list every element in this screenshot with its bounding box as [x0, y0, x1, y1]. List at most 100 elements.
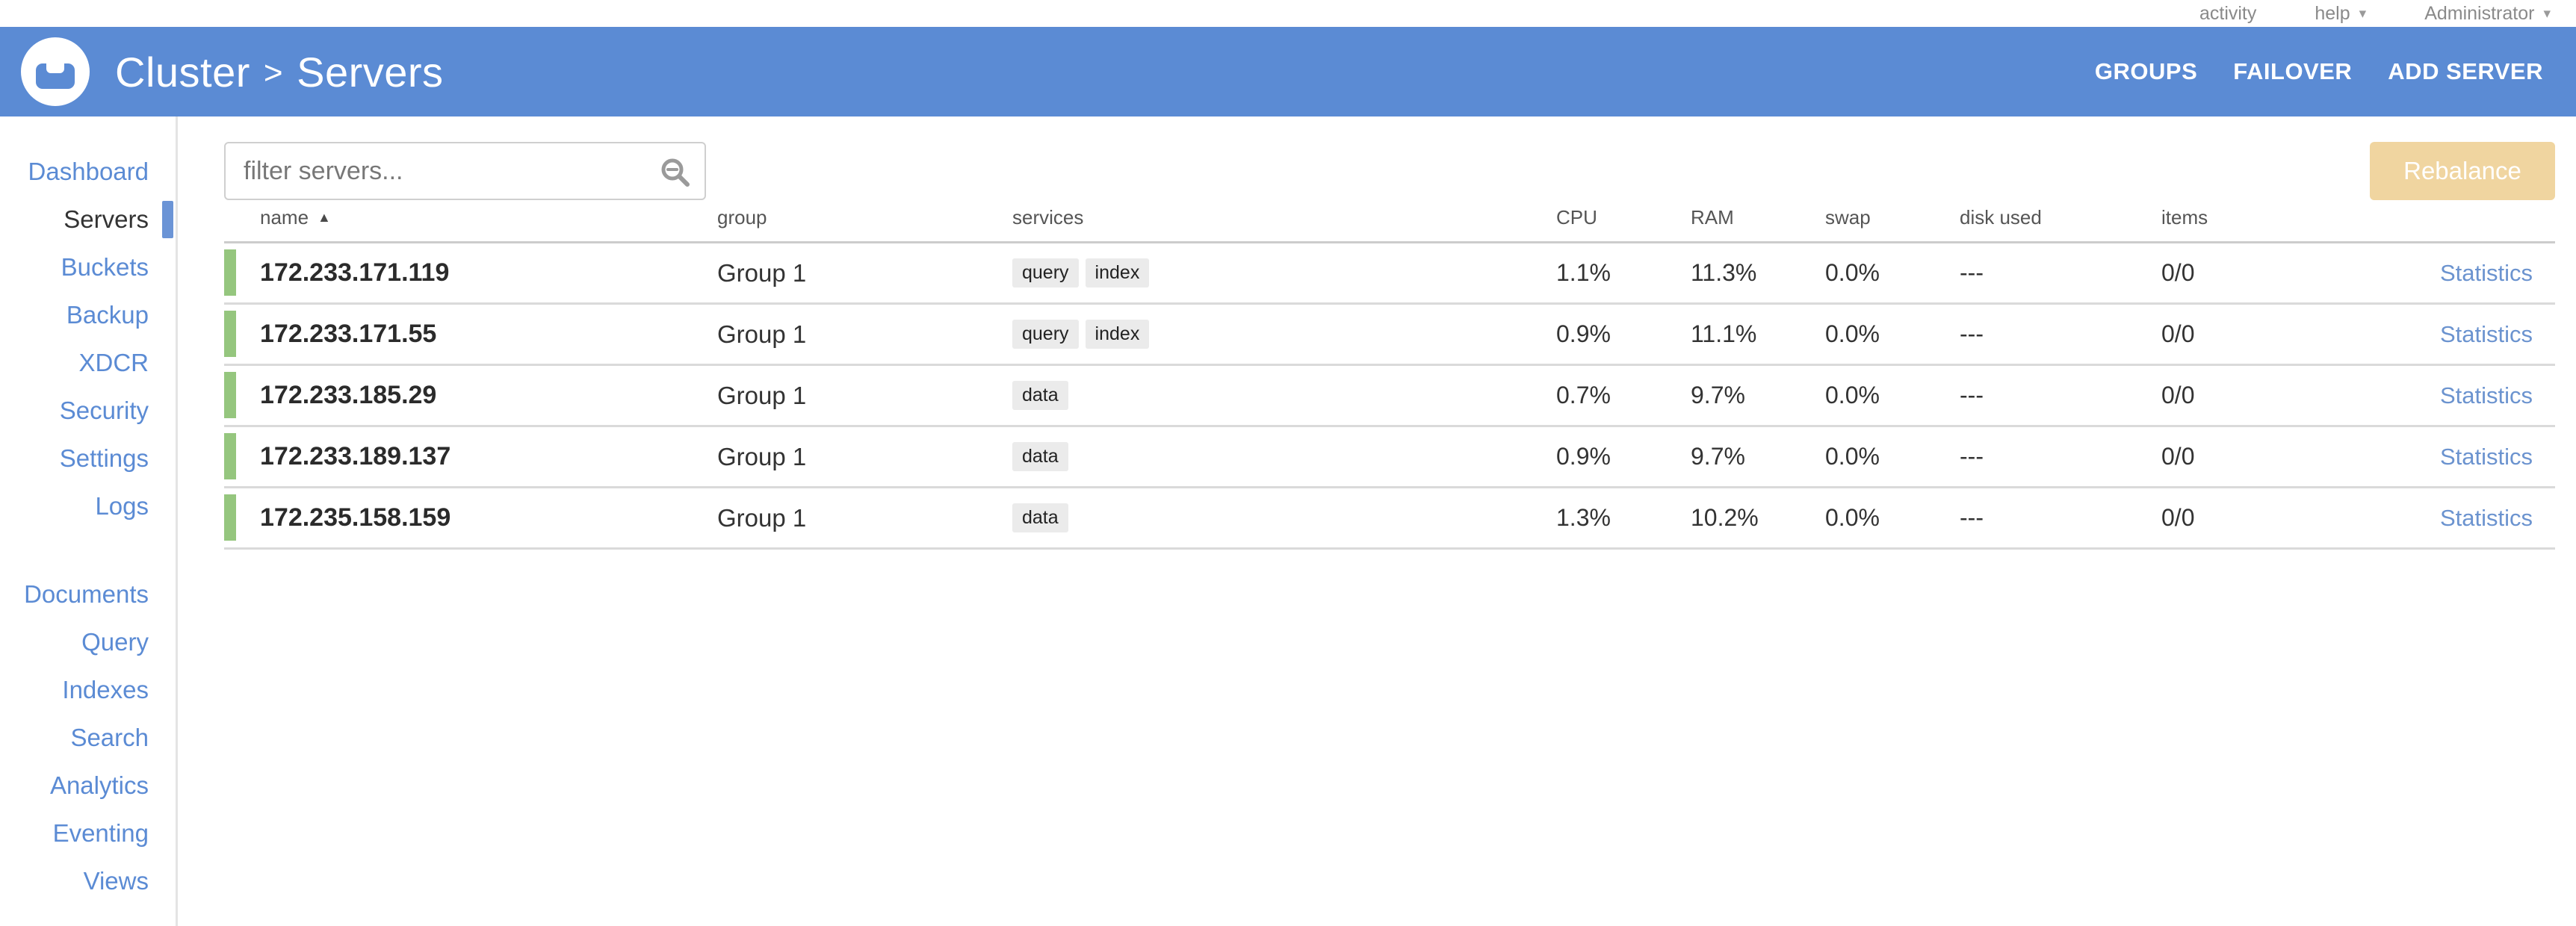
- column-header-name[interactable]: name ▲: [224, 206, 717, 229]
- table-row: 172.233.185.29 Group 1 data 0.7% 9.7% 0.…: [224, 366, 2555, 427]
- sidebar-item-eventing[interactable]: Eventing: [52, 819, 149, 847]
- sidebar-item-settings[interactable]: Settings: [59, 444, 149, 472]
- groups-button[interactable]: GROUPS: [2094, 58, 2198, 84]
- sidebar-secondary-group: Documents Query Indexes Search Analytics…: [0, 571, 176, 905]
- ram-value: 10.2%: [1691, 504, 1759, 531]
- servers-toolbar: Rebalance: [224, 142, 2555, 200]
- service-badge: query: [1012, 320, 1079, 349]
- cpu-value: 0.9%: [1556, 443, 1611, 470]
- items-value: 0/0: [2161, 443, 2195, 470]
- sidebar: Dashboard Servers Buckets Backup XDCR Se…: [0, 116, 178, 926]
- app-header: Cluster > Servers GROUPS FAILOVER ADD SE…: [0, 27, 2576, 116]
- sidebar-item-documents[interactable]: Documents: [24, 580, 149, 608]
- rebalance-button[interactable]: Rebalance: [2370, 142, 2555, 200]
- items-value: 0/0: [2161, 504, 2195, 531]
- sidebar-item-backup[interactable]: Backup: [66, 301, 149, 329]
- sidebar-item-servers[interactable]: Servers: [0, 196, 176, 243]
- column-header-swap: swap: [1825, 206, 1871, 229]
- sidebar-item-analytics[interactable]: Analytics: [49, 771, 149, 799]
- service-badge: data: [1012, 503, 1068, 532]
- failover-button[interactable]: FAILOVER: [2233, 58, 2353, 84]
- cpu-value: 0.9%: [1556, 320, 1611, 347]
- server-healthy-indicator: [224, 494, 236, 541]
- user-label: Administrator: [2424, 2, 2535, 24]
- server-services: data: [1012, 442, 1535, 471]
- server-name: 172.233.185.29: [260, 381, 437, 409]
- table-header-row: name ▲ group services CPU RAM swap disk …: [224, 206, 2555, 243]
- header-actions: GROUPS FAILOVER ADD SERVER: [2095, 58, 2543, 85]
- utility-bar: activity help ▾ Administrator ▾: [0, 0, 2576, 27]
- breadcrumb-separator: >: [263, 55, 284, 91]
- column-header-disk-used: disk used: [1960, 206, 2042, 229]
- server-name: 172.233.189.137: [260, 442, 451, 470]
- chevron-down-icon: ▾: [2543, 5, 2551, 22]
- user-menu[interactable]: Administrator ▾: [2424, 3, 2551, 25]
- servers-panel: Rebalance name ▲ group services CPU RAM …: [178, 116, 2576, 926]
- sidebar-item-logs[interactable]: Logs: [95, 492, 149, 520]
- table-row: 172.235.158.159 Group 1 data 1.3% 10.2% …: [224, 488, 2555, 550]
- statistics-link[interactable]: Statistics: [2439, 504, 2533, 531]
- statistics-link[interactable]: Statistics: [2439, 443, 2533, 470]
- add-server-button[interactable]: ADD SERVER: [2388, 58, 2543, 84]
- filter-servers-input[interactable]: [226, 156, 705, 186]
- name-header-label: name: [260, 206, 309, 229]
- column-header-group: group: [717, 206, 767, 229]
- swap-value: 0.0%: [1825, 382, 1880, 408]
- column-header-ram: RAM: [1691, 206, 1734, 229]
- items-value: 0/0: [2161, 320, 2195, 347]
- swap-value: 0.0%: [1825, 320, 1880, 347]
- service-badge: index: [1085, 320, 1150, 349]
- ram-value: 9.7%: [1691, 443, 1745, 470]
- column-header-items: items: [2161, 206, 2208, 229]
- service-badge: query: [1012, 258, 1079, 288]
- server-group: Group 1: [717, 503, 807, 532]
- breadcrumb-cluster: Cluster: [115, 48, 250, 96]
- cpu-value: 0.7%: [1556, 382, 1611, 408]
- cpu-value: 1.3%: [1556, 504, 1611, 531]
- table-row: 172.233.171.119 Group 1 query index 1.1%…: [224, 243, 2555, 305]
- sidebar-item-views[interactable]: Views: [83, 867, 149, 895]
- activity-label: activity: [2199, 2, 2257, 24]
- server-services: query index: [1012, 320, 1535, 349]
- sidebar-primary-group: Dashboard Servers Buckets Backup XDCR Se…: [0, 148, 176, 530]
- server-name: 172.233.171.55: [260, 320, 437, 348]
- search-icon: [661, 158, 690, 187]
- swap-value: 0.0%: [1825, 504, 1880, 531]
- statistics-link[interactable]: Statistics: [2439, 382, 2533, 408]
- disk-used-value: ---: [1960, 443, 1984, 470]
- statistics-link[interactable]: Statistics: [2439, 259, 2533, 286]
- disk-used-value: ---: [1960, 382, 1984, 408]
- server-group: Group 1: [717, 258, 807, 287]
- items-value: 0/0: [2161, 382, 2195, 408]
- server-services: query index: [1012, 258, 1535, 288]
- server-name: 172.233.171.119: [260, 258, 450, 287]
- service-badge: data: [1012, 381, 1068, 410]
- server-name: 172.235.158.159: [260, 503, 451, 532]
- server-group: Group 1: [717, 381, 807, 409]
- swap-value: 0.0%: [1825, 259, 1880, 286]
- server-group: Group 1: [717, 442, 807, 470]
- sidebar-item-query[interactable]: Query: [81, 628, 149, 656]
- sidebar-item-dashboard[interactable]: Dashboard: [28, 158, 149, 185]
- sidebar-item-label: Servers: [64, 205, 149, 233]
- ram-value: 11.3%: [1691, 259, 1757, 286]
- items-value: 0/0: [2161, 259, 2195, 286]
- cpu-value: 1.1%: [1556, 259, 1611, 286]
- sidebar-item-security[interactable]: Security: [59, 397, 149, 424]
- table-row: 172.233.171.55 Group 1 query index 0.9% …: [224, 305, 2555, 366]
- statistics-link[interactable]: Statistics: [2439, 320, 2533, 347]
- sidebar-item-indexes[interactable]: Indexes: [62, 676, 149, 703]
- server-services: data: [1012, 503, 1535, 532]
- activity-link[interactable]: activity: [2199, 3, 2256, 25]
- ram-value: 11.1%: [1691, 320, 1757, 347]
- breadcrumb-page: Servers: [297, 48, 444, 96]
- sidebar-item-buckets[interactable]: Buckets: [61, 253, 149, 281]
- disk-used-value: ---: [1960, 504, 1984, 531]
- server-group: Group 1: [717, 320, 807, 348]
- disk-used-value: ---: [1960, 259, 1984, 286]
- help-menu[interactable]: help ▾: [2315, 3, 2366, 25]
- sidebar-item-xdcr[interactable]: XDCR: [78, 349, 149, 376]
- sidebar-item-search[interactable]: Search: [70, 724, 149, 751]
- table-row: 172.233.189.137 Group 1 data 0.9% 9.7% 0…: [224, 427, 2555, 488]
- help-label: help: [2315, 2, 2350, 24]
